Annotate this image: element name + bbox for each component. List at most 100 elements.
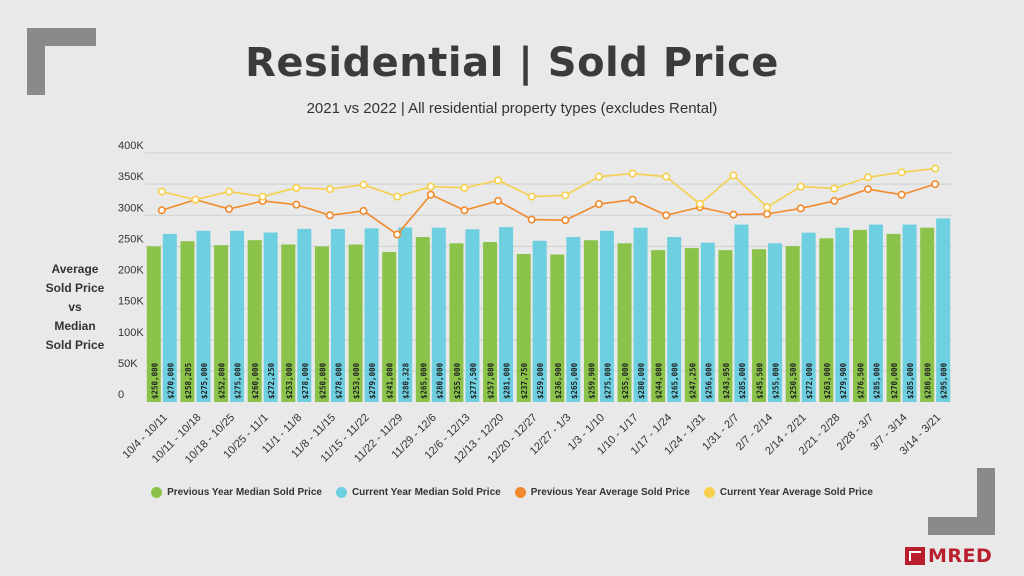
point-prev-avg xyxy=(796,204,805,213)
y-tick-label: 250K xyxy=(118,233,144,245)
point-prev-avg xyxy=(494,196,503,205)
point-prev-avg xyxy=(628,195,637,204)
y-tick-label: 100K xyxy=(118,327,144,339)
point-curr-avg xyxy=(460,183,469,192)
y-tick-label: 0 xyxy=(118,389,124,401)
bar-prev-median xyxy=(449,243,464,402)
bar-data-label: $270,000 xyxy=(166,362,175,399)
bar-data-label: $250,000 xyxy=(150,362,159,399)
point-curr-avg xyxy=(359,180,368,189)
bar-curr-median xyxy=(196,230,211,402)
y-tick-label: 350K xyxy=(118,171,144,183)
bar-prev-median xyxy=(247,240,262,402)
bar-data-label: $265,000 xyxy=(671,362,680,399)
line-prev-avg xyxy=(161,183,936,236)
point-prev-avg xyxy=(863,185,872,194)
corner-decoration-bottom-right-horizontal xyxy=(928,517,995,535)
bar-data-label: $270,000 xyxy=(890,362,899,399)
bar-curr-median xyxy=(667,237,682,402)
bar-data-label: $285,000 xyxy=(872,362,881,399)
bar-curr-median xyxy=(297,228,312,402)
bar-prev-median xyxy=(886,233,901,402)
page-subtitle: 2021 vs 2022 | All residential property … xyxy=(306,100,718,117)
mred-logo-icon xyxy=(905,547,925,565)
point-curr-avg xyxy=(628,169,637,178)
bar-data-label: $245,500 xyxy=(756,362,765,399)
bar-data-label: $279,000 xyxy=(368,362,377,399)
bar-curr-median xyxy=(835,227,850,402)
legend-label-prev-median: Previous Year Median Sold Price xyxy=(167,487,322,498)
point-curr-avg xyxy=(763,203,772,212)
legend-label-prev-avg: Previous Year Average Sold Price xyxy=(530,487,690,498)
bar-prev-median xyxy=(146,246,161,402)
y-axis-label-line: Sold Price xyxy=(45,338,105,352)
bar-data-label: $252,000 xyxy=(218,362,227,399)
legend-swatch-prev-median xyxy=(151,487,163,498)
bar-curr-median xyxy=(868,224,883,402)
point-curr-avg xyxy=(729,171,738,180)
y-tick-label: 50K xyxy=(118,358,138,370)
bar-prev-median xyxy=(214,245,229,402)
legend-swatch-prev-avg xyxy=(514,487,526,498)
bar-curr-median xyxy=(398,227,413,402)
y-axis-label-line: Sold Price xyxy=(45,281,105,295)
bar-prev-median xyxy=(684,248,699,402)
bar-data-label: $237,750 xyxy=(520,362,529,399)
bar-curr-median xyxy=(902,224,917,402)
bar-data-label: $255,000 xyxy=(453,362,462,399)
point-curr-avg xyxy=(662,172,671,181)
bar-prev-median xyxy=(281,244,296,402)
point-prev-avg xyxy=(662,211,671,220)
point-curr-avg xyxy=(863,173,872,182)
point-prev-avg xyxy=(460,206,469,215)
y-axis-label-line: vs xyxy=(68,300,82,314)
bar-data-label: $253,000 xyxy=(285,362,294,399)
bar-data-label: $275,000 xyxy=(234,362,243,399)
y-tick-label: 400K xyxy=(118,140,144,152)
point-prev-avg xyxy=(561,216,570,225)
bar-prev-median xyxy=(516,254,531,402)
point-curr-avg xyxy=(830,184,839,193)
bar-curr-median xyxy=(566,237,581,402)
bar-data-label: $258,205 xyxy=(184,363,193,399)
legend-item-prev-avg: Previous Year Average Sold Price xyxy=(514,487,690,498)
point-curr-avg xyxy=(292,183,301,192)
point-prev-avg xyxy=(527,215,536,224)
legend-label-curr-median: Current Year Median Sold Price xyxy=(351,487,501,498)
bar-data-label: $253,000 xyxy=(352,362,361,399)
point-curr-avg xyxy=(157,187,166,196)
bar-curr-median xyxy=(768,243,783,402)
bar-data-label: $285,000 xyxy=(906,362,915,399)
point-curr-avg xyxy=(494,176,503,185)
page-title: Residential | Sold Price xyxy=(245,40,779,86)
bar-data-label: $278,000 xyxy=(334,362,343,399)
point-prev-avg xyxy=(763,210,772,219)
bar-data-label: $272,000 xyxy=(805,362,814,399)
bar-data-label: $263,000 xyxy=(823,362,832,399)
point-curr-avg xyxy=(426,182,435,191)
point-curr-avg xyxy=(258,192,267,201)
bar-data-label: $276,500 xyxy=(856,362,865,399)
y-axis-label-line: Median xyxy=(54,319,96,333)
point-curr-avg xyxy=(695,200,704,209)
bar-prev-median xyxy=(819,238,834,402)
bar-data-label: $295,000 xyxy=(940,362,949,399)
bar-prev-median xyxy=(752,249,767,402)
bar-prev-median xyxy=(180,241,195,402)
mred-logo-text: MRED xyxy=(928,545,993,567)
bar-prev-median xyxy=(483,242,498,402)
bar-curr-median xyxy=(263,232,278,402)
bar-curr-median xyxy=(162,233,177,402)
bar-curr-median xyxy=(700,242,715,402)
point-curr-avg xyxy=(191,195,200,204)
bar-curr-median xyxy=(599,230,614,402)
bar-prev-median xyxy=(314,246,329,402)
point-curr-avg xyxy=(561,191,570,200)
point-prev-avg xyxy=(931,180,940,189)
bar-data-label: $280,000 xyxy=(637,362,646,399)
bar-prev-median xyxy=(718,250,733,402)
bar-curr-median xyxy=(499,227,514,402)
point-curr-avg xyxy=(796,182,805,191)
bar-data-label: $256,000 xyxy=(704,362,713,399)
bar-data-label: $281,000 xyxy=(503,362,512,399)
